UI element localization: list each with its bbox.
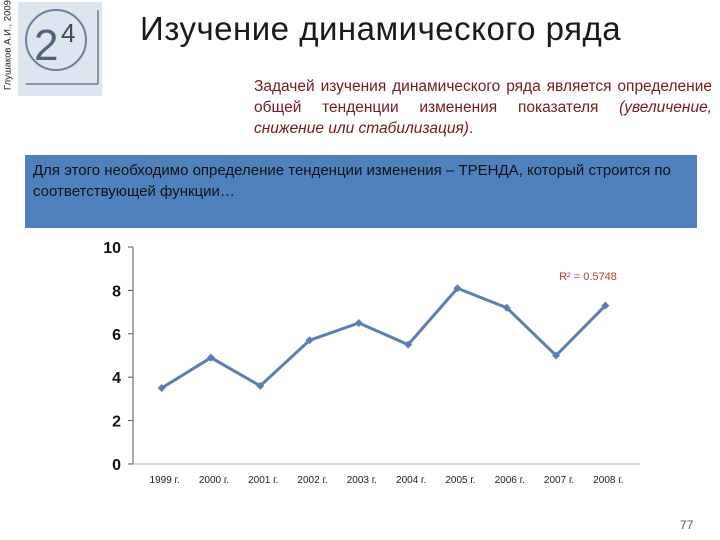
paragraph: Задачей изучения динамического ряда явля…: [254, 76, 712, 139]
data-point: [206, 353, 215, 362]
y-tick-label: 8: [112, 283, 121, 300]
author-box: Глушаков А.И., 2009: [0, 0, 16, 90]
page-number: 77: [680, 518, 694, 532]
x-tick-label: 2008 г.: [593, 475, 623, 486]
data-point: [601, 301, 610, 310]
x-tick-label: 2007 г.: [544, 475, 574, 486]
paragraph-italic: (увеличение, снижение или стабилизация): [254, 99, 712, 137]
logo-glyph: 2: [34, 21, 58, 70]
y-tick-label: 4: [112, 370, 121, 387]
x-tick-label: 2006 г.: [495, 475, 525, 486]
y-tick-label: 2: [112, 414, 121, 431]
data-point: [453, 284, 462, 293]
data-point: [404, 340, 413, 349]
x-tick-label: 2004 г.: [396, 475, 426, 486]
logo-circle: [25, 9, 87, 71]
x-tick-label: 1999 г.: [150, 475, 180, 486]
data-point: [305, 336, 314, 345]
y-tick-label: 10: [103, 240, 121, 257]
y-tick-label: 0: [112, 457, 121, 474]
logo: 2 4: [18, 2, 102, 96]
chart: 0 2 4 6 8 10 1999 г. 2000 г. 2001 г. 2002 г. 2003 …: [103, 240, 640, 486]
data-point: [502, 303, 511, 312]
logo-bg: [18, 2, 102, 96]
data-point: [354, 318, 363, 327]
x-tick-label: 2000 г.: [199, 475, 229, 486]
x-tick-label: 2002 г.: [297, 475, 327, 486]
paragraph-end: .: [468, 120, 474, 137]
data-point: [552, 351, 561, 360]
x-tick-label: 2005 г.: [445, 475, 475, 486]
x-tick-label: 2001 г.: [248, 475, 278, 486]
author: Глушаков А.И., 2009: [2, 0, 14, 90]
data-line: [160, 286, 607, 390]
highlight-text: Для этого необходимо определение тенденц…: [33, 162, 671, 200]
data-point: [256, 381, 265, 390]
x-tick-label: 2003 г.: [347, 475, 377, 486]
highlight-box: [25, 155, 697, 228]
annotation: R² = 0.5748: [559, 271, 617, 283]
paragraph-text: Задачей изучения динамического ряда явля…: [254, 78, 712, 116]
logo-glyph: 4: [61, 18, 75, 48]
data-point: [157, 384, 166, 393]
y-tick-label: 6: [112, 327, 121, 344]
slide-title: Изучение динамического ряда: [140, 10, 622, 47]
